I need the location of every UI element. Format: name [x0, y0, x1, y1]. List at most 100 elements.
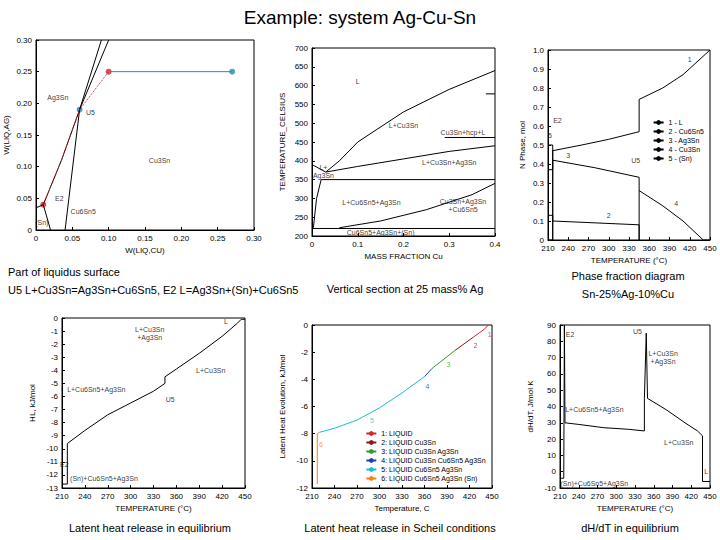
- svg-text:Latent heat release in equilib: Latent heat release in equilibrium: [69, 522, 231, 534]
- svg-text:5: 5: [548, 132, 552, 139]
- svg-text:dH/dT in equilibrium: dH/dT in equilibrium: [581, 522, 679, 534]
- svg-text:330: 330: [147, 492, 161, 501]
- svg-text:6: LIQUID Cu6Sn5 Ag3Sn (Sn): 6: LIQUID Cu6Sn5 Ag3Sn (Sn): [381, 475, 477, 483]
- svg-text:U5: U5: [86, 109, 95, 116]
- svg-text:-4: -4: [301, 375, 309, 384]
- svg-text:0.8: 0.8: [533, 84, 545, 93]
- svg-text:0.25: 0.25: [210, 234, 226, 243]
- svg-text:270: 270: [101, 492, 115, 501]
- svg-text:Example: system Ag-Cu-Sn: Example: system Ag-Cu-Sn: [244, 7, 476, 28]
- svg-text:0.05: 0.05: [65, 234, 81, 243]
- svg-text:4 - Cu3Sn: 4 - Cu3Sn: [669, 146, 701, 153]
- svg-text:6: 6: [319, 441, 323, 448]
- svg-text:0: 0: [304, 321, 309, 330]
- svg-text:L+Cu3Sn: L+Cu3Sn: [389, 122, 418, 129]
- svg-text:0.2: 0.2: [533, 198, 545, 207]
- svg-text:10: 10: [547, 451, 556, 460]
- svg-text:-9: -9: [51, 431, 59, 440]
- svg-text:90: 90: [547, 321, 556, 330]
- svg-text:3: 3: [566, 152, 570, 159]
- svg-text:4: 4: [426, 383, 430, 390]
- svg-text:450: 450: [485, 492, 499, 501]
- svg-text:U5: U5: [166, 396, 175, 403]
- svg-text:0.3: 0.3: [444, 240, 456, 249]
- svg-text:50: 50: [547, 386, 556, 395]
- svg-text:(Sn)+Cu6Sn5+Ag3Sn: (Sn)+Cu6Sn5+Ag3Sn: [561, 480, 629, 488]
- svg-text:0: 0: [34, 234, 39, 243]
- svg-text:390: 390: [440, 492, 454, 501]
- svg-text:240: 240: [562, 244, 576, 253]
- svg-text:2: 2: [607, 212, 611, 219]
- svg-text:0.25: 0.25: [16, 67, 32, 76]
- svg-text:-4: -4: [51, 366, 59, 375]
- svg-text:Latent Heat Evolution, kJ/mol: Latent Heat Evolution, kJ/mol: [278, 354, 287, 458]
- svg-text:1.0: 1.0: [533, 46, 545, 55]
- svg-text:500: 500: [295, 119, 309, 128]
- svg-text:W(LIQ,AG): W(LIQ,AG): [2, 115, 11, 155]
- svg-text:450: 450: [238, 492, 252, 501]
- svg-text:0.3: 0.3: [533, 179, 545, 188]
- svg-text:+Cu6Sn5: +Cu6Sn5: [448, 206, 477, 213]
- svg-text:360: 360: [647, 492, 661, 501]
- svg-text:TEMPERATURE (°C): TEMPERATURE (°C): [597, 504, 674, 513]
- svg-text:300: 300: [610, 492, 624, 501]
- svg-text:1: LIQUID: 1: LIQUID: [381, 430, 412, 438]
- svg-text:360: 360: [170, 492, 184, 501]
- svg-text:0.4: 0.4: [533, 160, 545, 169]
- svg-text:Temperature, C: Temperature, C: [374, 504, 429, 513]
- svg-text:L+Cu6Sn5+Ag3Sn: L+Cu6Sn5+Ag3Sn: [565, 406, 623, 414]
- svg-text:3: LIQUID Cu3Sn Ag3Sn: 3: LIQUID Cu3Sn Ag3Sn: [381, 448, 458, 456]
- svg-text:Cu3Sn+Ag3Sn: Cu3Sn+Ag3Sn: [440, 198, 487, 206]
- svg-text:5: 5: [370, 417, 374, 424]
- svg-text:Ag3Sn: Ag3Sn: [47, 94, 68, 102]
- svg-text:0: 0: [28, 226, 33, 235]
- svg-text:Part of liquidus surface: Part of liquidus surface: [8, 266, 120, 278]
- svg-text:210: 210: [541, 244, 555, 253]
- svg-text:420: 420: [463, 492, 477, 501]
- svg-text:0: 0: [54, 314, 59, 323]
- svg-text:0.7: 0.7: [533, 103, 545, 112]
- svg-text:Phase fraction diagram: Phase fraction diagram: [571, 270, 684, 282]
- svg-text:270: 270: [582, 244, 596, 253]
- svg-text:-5: -5: [51, 379, 59, 388]
- svg-text:360: 360: [643, 244, 657, 253]
- svg-text:L+Cu3Sn+Ag3Sn: L+Cu3Sn+Ag3Sn: [422, 159, 477, 167]
- svg-text:0.20: 0.20: [16, 99, 32, 108]
- svg-text:-12: -12: [46, 470, 58, 479]
- svg-text:250: 250: [295, 213, 309, 222]
- svg-text:2 - Cu6Sn5: 2 - Cu6Sn5: [669, 128, 705, 135]
- svg-text:3: 3: [447, 361, 451, 368]
- svg-text:-11: -11: [47, 457, 59, 466]
- svg-text:30: 30: [547, 418, 556, 427]
- svg-text:E2: E2: [55, 195, 64, 202]
- svg-text:5: LIQUID Cu6Sn5 Ag3Sn: 5: LIQUID Cu6Sn5 Ag3Sn: [381, 466, 462, 474]
- svg-text:L+: L+: [319, 164, 327, 171]
- svg-text:330: 330: [395, 492, 409, 501]
- svg-text:1 - L: 1 - L: [669, 119, 683, 126]
- svg-text:300: 300: [295, 194, 309, 203]
- svg-text:L+Cu3Sn: L+Cu3Sn: [664, 439, 693, 446]
- svg-text:4: 4: [674, 200, 678, 207]
- svg-text:L+Cu3Sn: L+Cu3Sn: [135, 326, 164, 333]
- svg-text:0.4: 0.4: [489, 240, 501, 249]
- svg-text:TEMPERATURE (°C): TEMPERATURE (°C): [591, 256, 668, 265]
- svg-text:-6: -6: [301, 402, 309, 411]
- svg-text:U5: U5: [633, 328, 642, 335]
- svg-text:(Sn): (Sn): [35, 219, 48, 227]
- svg-text:W(LIQ,CU): W(LIQ,CU): [125, 246, 165, 255]
- svg-text:300: 300: [602, 244, 616, 253]
- svg-text:390: 390: [663, 244, 677, 253]
- svg-text:390: 390: [193, 492, 207, 501]
- svg-text:450: 450: [703, 244, 717, 253]
- svg-text:2: LIQUID Cu3Sn: 2: LIQUID Cu3Sn: [381, 439, 436, 447]
- svg-text:L+Cu3Sn: L+Cu3Sn: [196, 367, 225, 374]
- svg-text:-10: -10: [46, 444, 58, 453]
- svg-text:450: 450: [295, 138, 309, 147]
- svg-text:Latent heat release in Scheil: Latent heat release in Scheil conditions: [304, 522, 496, 534]
- svg-text:N Phase, mol: N Phase, mol: [518, 121, 527, 169]
- svg-text:-1: -1: [51, 327, 59, 336]
- svg-text:450: 450: [703, 492, 717, 501]
- svg-text:(Sn)+Cu6Sn5+Ag3Sn: (Sn)+Cu6Sn5+Ag3Sn: [70, 475, 138, 483]
- svg-text:70: 70: [547, 353, 556, 362]
- svg-text:60: 60: [547, 369, 556, 378]
